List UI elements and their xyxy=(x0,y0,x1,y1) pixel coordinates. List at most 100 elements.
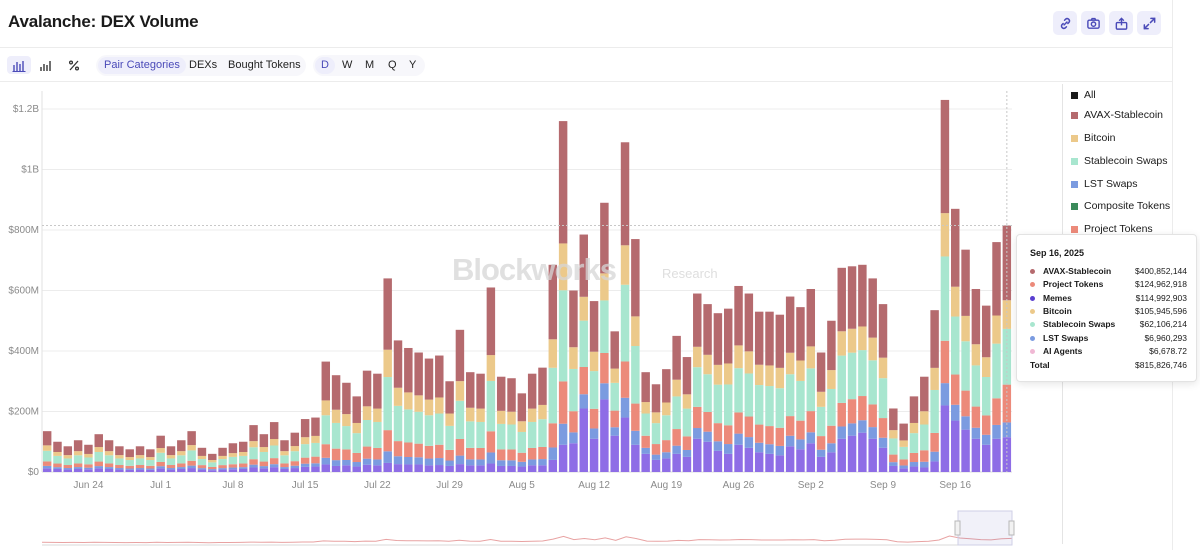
bar-segment-stable xyxy=(600,300,609,353)
bar-segment-project xyxy=(754,424,764,443)
bar-segment-memes xyxy=(342,465,351,472)
bar-segment-bitcoin xyxy=(723,363,733,385)
tooltip-row: AI Agents $6,678.72 xyxy=(1030,345,1187,357)
bar-segment-lst xyxy=(620,397,630,418)
bar-segment-stable xyxy=(373,421,382,448)
bar-view[interactable] xyxy=(34,56,58,74)
bar-segment-lst xyxy=(682,449,692,457)
bar-segment-avax xyxy=(311,417,320,436)
bar-segment-project xyxy=(486,431,496,453)
bar-segment-avax xyxy=(187,431,196,446)
legend-swatch xyxy=(1071,180,1078,188)
bar-segment-memes xyxy=(837,438,846,472)
bar-segment-bitcoin xyxy=(228,453,238,457)
interval-w[interactable]: W xyxy=(342,59,353,71)
bar-segment-bitcoin xyxy=(249,441,258,448)
bar-segment-avax xyxy=(238,441,248,452)
bar-segment-lst xyxy=(115,468,124,470)
bar-segment-bitcoin xyxy=(507,411,516,425)
bar-segment-avax xyxy=(806,288,816,347)
legend-item-bitcoin[interactable]: Bitcoin xyxy=(1071,132,1116,144)
bar-segment-stable xyxy=(827,388,836,426)
bar-segment-memes xyxy=(280,468,289,472)
bar-segment-lst xyxy=(775,445,785,456)
bar-segment-bitcoin xyxy=(889,430,898,439)
tab-dexs[interactable]: DEXs xyxy=(189,59,218,71)
legend-item-composite-tokens[interactable]: Composite Tokens xyxy=(1071,200,1170,212)
embed-button[interactable] xyxy=(1109,11,1133,35)
interval-m[interactable]: M xyxy=(365,59,375,71)
bar-segment-bitcoin xyxy=(940,213,950,257)
bar-segment-memes xyxy=(414,464,423,472)
percent-view[interactable] xyxy=(62,56,86,74)
bar-segment-project xyxy=(765,426,774,445)
bar-segment-memes xyxy=(981,444,991,472)
bar-segment-lst xyxy=(228,467,238,470)
screenshot-button[interactable] xyxy=(1081,11,1105,35)
bar-segment-project xyxy=(259,461,269,467)
bar-segment-bitcoin xyxy=(662,402,671,416)
legend-item-avax-stablecoin[interactable]: AVAX-Stablecoin xyxy=(1071,109,1163,121)
bar-segment-memes xyxy=(238,468,248,472)
bar-segment-project xyxy=(393,441,403,457)
bar-segment-lst xyxy=(930,451,939,462)
tooltip-dot xyxy=(1030,335,1035,341)
bar-segment-bitcoin xyxy=(166,455,176,459)
legend-item-all[interactable]: All xyxy=(1071,89,1096,101)
bar-segment-bitcoin xyxy=(1002,300,1012,329)
bar-segment-bitcoin xyxy=(899,440,908,447)
bar-segment-bitcoin xyxy=(785,352,795,375)
bar-segment-avax xyxy=(579,234,588,297)
bar-segment-bitcoin xyxy=(311,435,320,443)
bar-segment-lst xyxy=(713,441,723,451)
x-tick-label: Sep 9 xyxy=(870,480,897,491)
bar-segment-bitcoin xyxy=(672,379,681,397)
bar-segment-project xyxy=(84,464,93,468)
bar-segment-lst xyxy=(197,468,207,470)
bar-segment-lst xyxy=(878,437,888,448)
bar-segment-avax xyxy=(878,304,888,358)
bar-segment-stable xyxy=(486,380,496,432)
link-button[interactable] xyxy=(1053,11,1077,35)
tab-pair-categories[interactable]: Pair Categories xyxy=(98,57,186,74)
legend-item-project-tokens[interactable]: Project Tokens xyxy=(1071,223,1153,235)
x-tick-label: Sep 16 xyxy=(939,480,971,491)
stacked-bar-view[interactable] xyxy=(7,56,31,74)
bar-segment-avax xyxy=(558,121,568,244)
bar-segment-lst xyxy=(723,444,733,454)
bar-segment-avax xyxy=(146,449,155,458)
interval-y[interactable]: Y xyxy=(409,59,417,71)
bar-segment-memes xyxy=(321,464,331,472)
bar-segment-memes xyxy=(249,467,258,472)
bar-segment-bitcoin xyxy=(42,445,52,451)
interval-d[interactable]: D xyxy=(315,57,335,74)
bar-segment-avax xyxy=(404,347,413,393)
bar-segment-lst xyxy=(455,455,465,465)
bar-segment-bitcoin xyxy=(920,411,929,425)
bar-segment-bitcoin xyxy=(754,364,764,386)
bar-segment-lst xyxy=(971,427,981,439)
bar-segment-memes xyxy=(228,469,238,472)
interval-q[interactable]: Q xyxy=(388,59,397,71)
legend-item-stablecoin-swaps[interactable]: Stablecoin Swaps xyxy=(1071,155,1167,167)
bar-segment-lst xyxy=(940,383,950,406)
bar-segment-avax xyxy=(569,290,578,348)
bar-segment-lst xyxy=(435,458,444,466)
bar-segment-project xyxy=(796,420,805,440)
bar-segment-project xyxy=(94,461,103,467)
bar-segment-project xyxy=(321,444,331,458)
bar-segment-avax xyxy=(971,288,981,345)
x-tick-label: Aug 26 xyxy=(723,480,755,491)
bar-segment-lst xyxy=(42,465,52,469)
expand-button[interactable] xyxy=(1137,11,1161,35)
y-tick-label: $1B xyxy=(21,165,39,176)
bar-segment-memes xyxy=(496,465,506,472)
bar-segment-stable xyxy=(321,415,331,445)
tab-bought-tokens[interactable]: Bought Tokens xyxy=(228,59,301,71)
bar-segment-project xyxy=(166,465,176,469)
bar-segment-project xyxy=(290,461,300,466)
bar-segment-bitcoin xyxy=(713,364,723,385)
bar-segment-bitcoin xyxy=(527,408,537,422)
bar-segment-avax xyxy=(321,361,331,401)
legend-item-lst-swaps[interactable]: LST Swaps xyxy=(1071,178,1138,190)
